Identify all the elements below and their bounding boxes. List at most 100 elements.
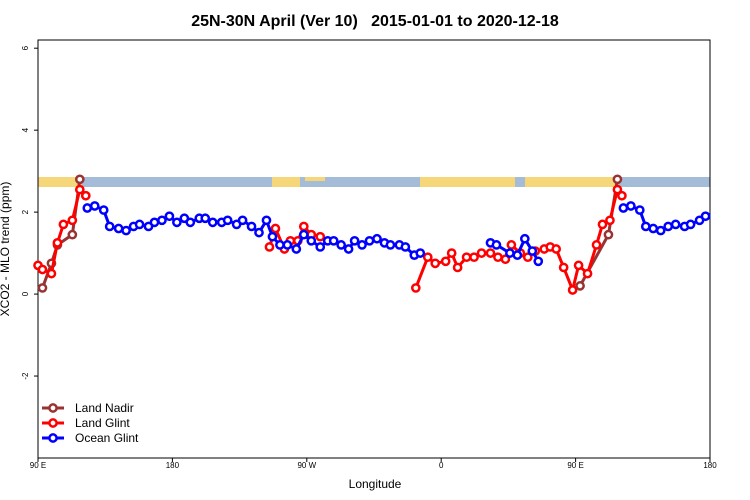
point	[605, 215, 615, 226]
x-axis-label: Longitude	[349, 477, 402, 491]
legend-label: Land Nadir	[75, 401, 134, 415]
point	[261, 215, 272, 226]
point	[298, 221, 309, 232]
point	[634, 205, 645, 215]
point	[617, 190, 627, 201]
point	[591, 240, 602, 250]
x-tick-label: 0	[439, 461, 444, 470]
point	[493, 252, 503, 263]
point	[157, 215, 167, 226]
point	[603, 229, 614, 240]
point	[315, 242, 326, 252]
point	[80, 190, 91, 201]
point	[121, 225, 131, 236]
point	[52, 238, 63, 248]
point	[575, 281, 585, 291]
point	[74, 184, 85, 195]
point	[533, 256, 544, 267]
x-tick-label: 180	[166, 461, 180, 470]
point	[567, 285, 578, 295]
point	[612, 174, 623, 185]
point	[512, 250, 523, 260]
legend-label: Land Glint	[75, 416, 130, 430]
point	[527, 246, 538, 256]
point	[597, 219, 608, 230]
point	[270, 223, 281, 234]
x-tick-label: 90 W	[297, 461, 316, 470]
point	[113, 223, 124, 234]
point	[506, 240, 517, 250]
point	[626, 201, 636, 211]
plot-frame	[37, 39, 711, 459]
point	[164, 211, 175, 222]
land-strip	[38, 177, 82, 187]
point	[452, 262, 463, 273]
chart-title: 25N-30N April (Ver 10) 2015-01-01 to 202…	[191, 13, 559, 30]
point	[298, 229, 309, 240]
land-strip	[305, 177, 325, 181]
y-tick-label: 6	[21, 45, 30, 50]
point	[505, 248, 515, 258]
point	[655, 225, 666, 236]
point	[385, 240, 396, 250]
point	[685, 219, 696, 230]
point	[67, 215, 78, 226]
point	[98, 205, 109, 215]
y-tick-label: 2	[21, 209, 30, 214]
point	[267, 231, 278, 242]
point	[500, 254, 511, 265]
point	[104, 221, 115, 232]
point	[134, 219, 145, 230]
land-strip	[525, 177, 615, 187]
land-strip	[420, 177, 515, 187]
point	[573, 260, 584, 271]
y-tick-label: 0	[21, 291, 30, 296]
point	[264, 242, 275, 252]
point	[58, 219, 69, 230]
point	[336, 240, 346, 250]
point	[640, 221, 651, 232]
point	[422, 252, 433, 263]
point	[349, 235, 360, 246]
point	[275, 240, 285, 250]
point	[700, 211, 711, 222]
y-tick-label: 4	[21, 127, 30, 132]
point	[648, 223, 659, 234]
point	[519, 233, 530, 244]
point	[82, 203, 93, 213]
point	[663, 221, 674, 232]
point	[485, 248, 496, 258]
point	[410, 283, 421, 293]
point	[491, 240, 502, 250]
legend-label: Ocean Glint	[75, 431, 139, 445]
x-tick-label: 180	[703, 461, 717, 470]
point	[172, 217, 182, 228]
point	[372, 233, 382, 244]
point	[237, 215, 248, 226]
legend-marker	[48, 403, 58, 413]
point	[254, 227, 264, 238]
legend-marker	[48, 418, 58, 428]
point	[291, 244, 302, 254]
point	[207, 217, 218, 228]
point	[328, 235, 339, 246]
point	[415, 248, 426, 258]
point	[185, 217, 196, 228]
map-strip	[38, 177, 710, 187]
point	[446, 248, 457, 258]
point	[612, 184, 623, 195]
point	[200, 213, 211, 224]
point	[400, 242, 411, 252]
point	[618, 203, 629, 213]
point	[306, 235, 317, 246]
point	[46, 268, 57, 279]
legend-marker	[48, 433, 58, 443]
x-tick-label: 90 E	[567, 461, 583, 470]
point	[558, 262, 569, 273]
point	[476, 248, 487, 258]
point	[670, 219, 681, 230]
point	[551, 244, 562, 254]
point	[149, 217, 160, 228]
